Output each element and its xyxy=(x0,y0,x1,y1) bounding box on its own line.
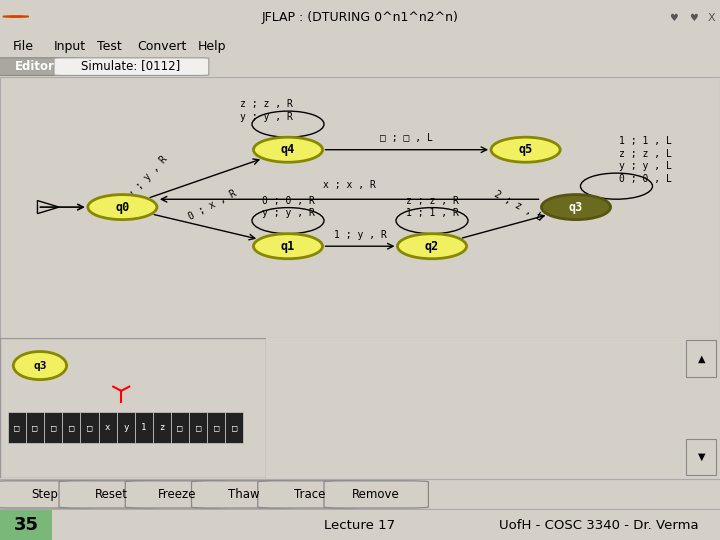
Text: q4: q4 xyxy=(281,143,295,156)
FancyBboxPatch shape xyxy=(0,58,79,76)
Text: □: □ xyxy=(196,423,201,432)
Text: Lecture 17: Lecture 17 xyxy=(325,518,395,532)
FancyBboxPatch shape xyxy=(192,481,296,508)
Text: □: □ xyxy=(87,423,92,432)
FancyBboxPatch shape xyxy=(0,510,52,540)
FancyBboxPatch shape xyxy=(135,412,153,443)
FancyBboxPatch shape xyxy=(63,412,81,443)
FancyBboxPatch shape xyxy=(153,412,171,443)
Text: ♥: ♥ xyxy=(669,12,678,23)
Text: □: □ xyxy=(214,423,219,432)
FancyBboxPatch shape xyxy=(686,340,716,377)
FancyBboxPatch shape xyxy=(225,412,243,443)
Text: □: □ xyxy=(68,423,74,432)
Text: Test: Test xyxy=(97,40,122,53)
Text: q1: q1 xyxy=(281,240,295,253)
Text: X: X xyxy=(708,12,715,23)
Text: q3: q3 xyxy=(569,200,583,214)
Text: 35: 35 xyxy=(14,516,38,534)
Text: □: □ xyxy=(232,423,237,432)
Text: Convert: Convert xyxy=(137,40,186,53)
FancyBboxPatch shape xyxy=(207,412,225,443)
FancyBboxPatch shape xyxy=(8,412,26,443)
Text: Reset: Reset xyxy=(95,488,127,501)
FancyBboxPatch shape xyxy=(54,58,209,76)
Text: 0 ; x , R: 0 ; x , R xyxy=(186,188,238,221)
Text: Trace: Trace xyxy=(294,488,325,501)
Circle shape xyxy=(397,234,467,259)
Circle shape xyxy=(253,234,323,259)
Text: y: y xyxy=(123,423,128,432)
Text: z: z xyxy=(159,423,165,432)
Text: q0: q0 xyxy=(115,200,130,214)
Text: Thaw: Thaw xyxy=(228,488,259,501)
Text: 2 ; z , L: 2 ; z , L xyxy=(492,189,544,222)
Text: 1 ; y , R: 1 ; y , R xyxy=(333,230,387,240)
FancyBboxPatch shape xyxy=(81,412,99,443)
Circle shape xyxy=(253,137,323,162)
Text: □: □ xyxy=(14,423,19,432)
FancyBboxPatch shape xyxy=(125,481,230,508)
FancyBboxPatch shape xyxy=(171,412,189,443)
FancyBboxPatch shape xyxy=(44,412,63,443)
Text: □: □ xyxy=(50,423,56,432)
Text: Step: Step xyxy=(32,488,58,501)
Text: Remove: Remove xyxy=(352,488,400,501)
Text: ▼: ▼ xyxy=(698,452,705,462)
Text: Help: Help xyxy=(198,40,227,53)
Text: ▲: ▲ xyxy=(698,354,705,363)
Text: Input: Input xyxy=(54,40,86,53)
FancyBboxPatch shape xyxy=(324,481,428,508)
Circle shape xyxy=(3,16,29,17)
FancyBboxPatch shape xyxy=(189,412,207,443)
Circle shape xyxy=(541,194,611,220)
Text: 1 ; 1 , L
z ; z , L
y ; y , L
0 ; 0 , L: 1 ; 1 , L z ; z , L y ; y , L 0 ; 0 , L xyxy=(619,137,672,184)
Text: q2: q2 xyxy=(425,240,439,253)
Text: □: □ xyxy=(177,423,183,432)
Text: Freeze: Freeze xyxy=(158,488,197,501)
FancyBboxPatch shape xyxy=(26,412,44,443)
FancyBboxPatch shape xyxy=(258,481,362,508)
Circle shape xyxy=(88,194,157,220)
Circle shape xyxy=(13,352,66,380)
Text: File: File xyxy=(13,40,34,53)
Text: JFLAP : (DTURING 0^n1^n2^n): JFLAP : (DTURING 0^n1^n2^n) xyxy=(261,11,459,24)
Text: □: □ xyxy=(32,423,38,432)
FancyBboxPatch shape xyxy=(59,481,163,508)
Text: q3: q3 xyxy=(33,361,47,370)
Text: UofH - COSC 3340 - Dr. Verma: UofH - COSC 3340 - Dr. Verma xyxy=(499,518,698,532)
Circle shape xyxy=(491,137,560,162)
FancyBboxPatch shape xyxy=(99,412,117,443)
FancyBboxPatch shape xyxy=(0,481,97,508)
Text: 0 ; 0 , R
y ; y , R: 0 ; 0 , R y ; y , R xyxy=(261,195,315,218)
Text: x: x xyxy=(105,423,110,432)
Text: □ ; □ , L: □ ; □ , L xyxy=(380,133,433,143)
FancyBboxPatch shape xyxy=(686,438,716,475)
Text: z ; z , R
y ; y , R: z ; z , R y ; y , R xyxy=(240,99,293,122)
Text: Editor: Editor xyxy=(15,59,55,72)
FancyBboxPatch shape xyxy=(117,412,135,443)
Text: Simulate: [0112]: Simulate: [0112] xyxy=(81,59,181,72)
Text: z ; z , R
1 ; 1 , R: z ; z , R 1 ; 1 , R xyxy=(405,195,459,218)
Text: q5: q5 xyxy=(518,143,533,156)
Text: 1: 1 xyxy=(141,423,147,432)
Text: x ; x , R: x ; x , R xyxy=(323,180,376,190)
Text: y ; y , R: y ; y , R xyxy=(127,154,169,200)
Text: ♥: ♥ xyxy=(689,12,698,23)
